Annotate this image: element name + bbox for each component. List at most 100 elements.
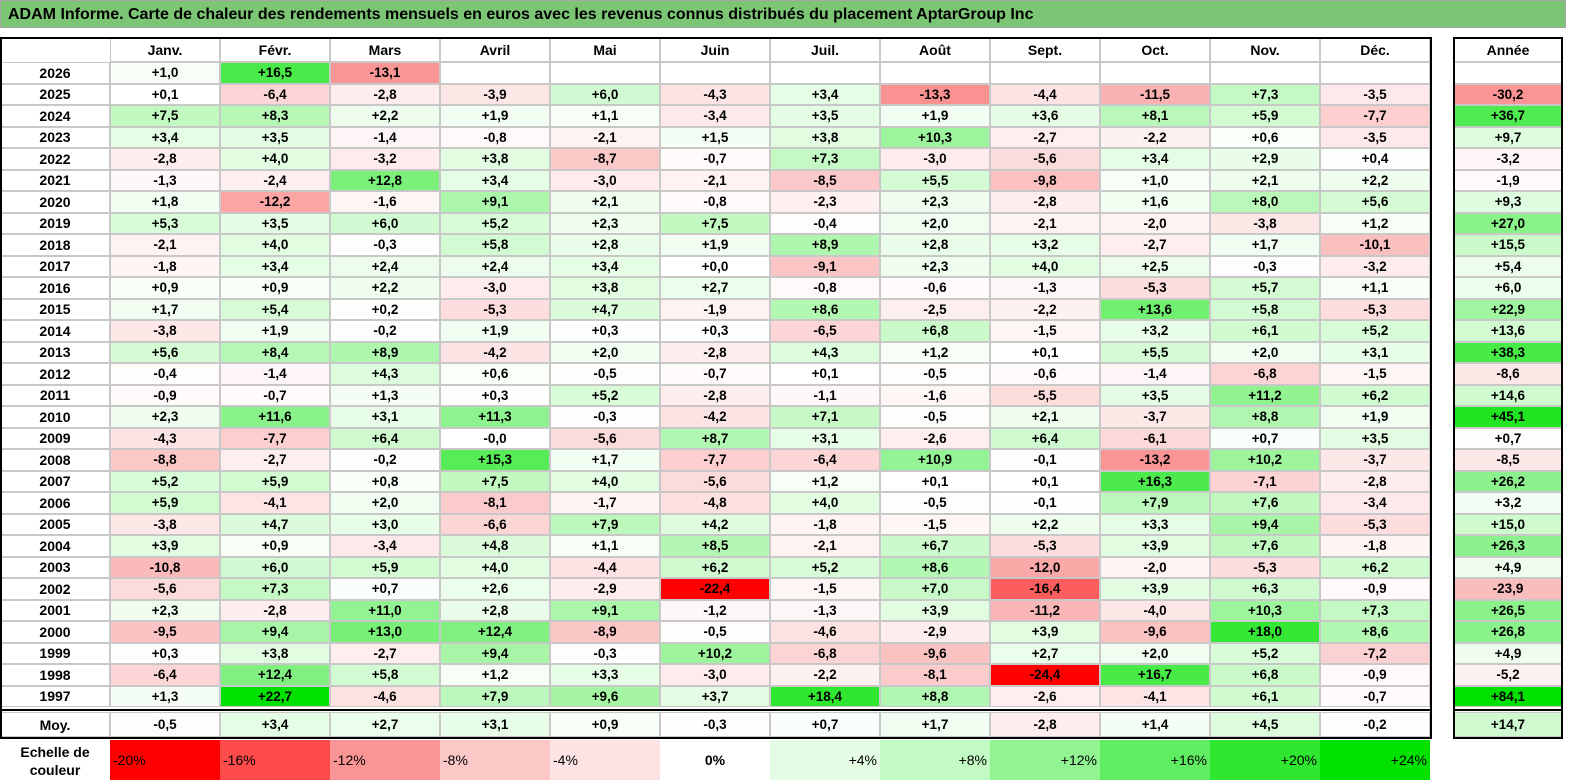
- heatmap-cell: -0,5: [660, 621, 770, 643]
- year-total-cell: +9,3: [1453, 191, 1563, 213]
- heatmap-cell: -0,8: [440, 126, 550, 148]
- heatmap-cell: -2,6: [880, 427, 990, 449]
- heatmap-cell: +0,1: [990, 470, 1100, 492]
- year-label: 2010: [0, 406, 110, 428]
- heatmap-cell: +4,2: [660, 513, 770, 535]
- heatmap-cell: -1,2: [660, 599, 770, 621]
- heatmap-cell: -5,6: [550, 427, 660, 449]
- heatmap-cell: +0,1: [990, 341, 1100, 363]
- heatmap-cell: +5,6: [110, 341, 220, 363]
- month-header: Déc.: [1320, 37, 1430, 62]
- heatmap-cell: +4,7: [220, 513, 330, 535]
- heatmap-cell: +5,5: [1100, 341, 1210, 363]
- heatmap-cell: +4,3: [330, 363, 440, 385]
- heatmap-cell: +8,6: [770, 298, 880, 320]
- heatmap-cell: +2,8: [880, 234, 990, 256]
- heatmap-cell: +7,3: [1210, 83, 1320, 105]
- color-scale-swatch: +20%: [1210, 740, 1320, 780]
- heatmap-cell: +1,8: [110, 191, 220, 213]
- heatmap-cell: -1,5: [990, 320, 1100, 342]
- year-label: 2020: [0, 191, 110, 213]
- heatmap-cell: +1,7: [110, 298, 220, 320]
- heatmap-cell: -2,3: [770, 191, 880, 213]
- heatmap-cell: +10,9: [880, 449, 990, 471]
- year-label: 1998: [0, 664, 110, 686]
- heatmap-cell: +1,2: [1320, 212, 1430, 234]
- heatmap-cell: -0,1: [990, 449, 1100, 471]
- heatmap-cell: -1,9: [660, 298, 770, 320]
- heatmap-cell: -0,3: [1210, 255, 1320, 277]
- heatmap-cell: -2,1: [660, 169, 770, 191]
- heatmap-cell: +1,0: [1100, 169, 1210, 191]
- year-total-cell: +0,7: [1453, 427, 1563, 449]
- heatmap-cell: -4,4: [550, 556, 660, 578]
- heatmap-cell: +16,3: [1100, 470, 1210, 492]
- heatmap-cell: -5,6: [990, 148, 1100, 170]
- heatmap-cell: -4,2: [440, 341, 550, 363]
- heatmap-cell: -6,8: [770, 642, 880, 664]
- month-header: Oct.: [1100, 37, 1210, 62]
- heatmap-cell: [990, 62, 1100, 84]
- year-header: Année: [1453, 37, 1563, 62]
- year-total-cell: +36,7: [1453, 105, 1563, 127]
- heatmap-cell: -3,8: [110, 320, 220, 342]
- heatmap-cell: -12,2: [220, 191, 330, 213]
- heatmap-cell: -10,1: [1320, 234, 1430, 256]
- heatmap-cell: +1,4: [1100, 712, 1210, 737]
- heatmap-cell: +8,0: [1210, 191, 1320, 213]
- year-label: 2026: [0, 62, 110, 84]
- heatmap-cell: -0,3: [330, 234, 440, 256]
- year-label: 2007: [0, 470, 110, 492]
- heatmap-cell: +6,1: [1210, 320, 1320, 342]
- heatmap-cell: -5,6: [110, 578, 220, 600]
- year-label: 2022: [0, 148, 110, 170]
- heatmap-cell: -9,6: [880, 642, 990, 664]
- chart-title: ADAM Informe. Carte de chaleur des rende…: [8, 6, 1034, 23]
- year-total-cell: +15,0: [1453, 513, 1563, 535]
- heatmap-cell: +1,9: [1320, 406, 1430, 428]
- heatmap-cell: +7,6: [1210, 535, 1320, 557]
- heatmap-cell: -2,1: [550, 126, 660, 148]
- heatmap-cell: -7,7: [1320, 105, 1430, 127]
- heatmap-cell: -2,8: [220, 599, 330, 621]
- heatmap-cell: -8,1: [440, 492, 550, 514]
- color-scale-swatch: +16%: [1100, 740, 1210, 780]
- heatmap-cell: -2,4: [220, 169, 330, 191]
- heatmap-cell: +2,0: [1210, 341, 1320, 363]
- heatmap-cell: -6,4: [220, 83, 330, 105]
- heatmap-cell: +7,3: [220, 578, 330, 600]
- heatmap-cell: +3,4: [220, 255, 330, 277]
- heatmap-cell: +2,7: [990, 642, 1100, 664]
- heatmap-cell: -2,1: [990, 212, 1100, 234]
- heatmap-cell: +8,6: [1320, 621, 1430, 643]
- heatmap-cell: -3,7: [1320, 449, 1430, 471]
- heatmap-cell: +2,2: [330, 277, 440, 299]
- heatmap-cell: -5,3: [1320, 298, 1430, 320]
- heatmap-cell: +2,7: [330, 712, 440, 737]
- heatmap-cell: -8,5: [770, 169, 880, 191]
- heatmap-cell: +1,6: [1100, 191, 1210, 213]
- year-total-cell: +26,8: [1453, 621, 1563, 643]
- heatmap-cell: +10,3: [1210, 599, 1320, 621]
- year-total-cell: -8,6: [1453, 363, 1563, 385]
- heatmap-cell: +3,8: [550, 277, 660, 299]
- heatmap-cell: +7,5: [660, 212, 770, 234]
- heatmap-cell: +9,4: [440, 642, 550, 664]
- heatmap-cell: +12,8: [330, 169, 440, 191]
- heatmap-cell: -2,0: [1100, 212, 1210, 234]
- heatmap-cell: +10,2: [660, 642, 770, 664]
- heatmap-cell: +3,6: [990, 105, 1100, 127]
- heatmap-cell: -8,7: [550, 148, 660, 170]
- heatmap-cell: +8,1: [1100, 105, 1210, 127]
- heatmap-cell: -3,0: [440, 277, 550, 299]
- year-total-cell: +4,9: [1453, 642, 1563, 664]
- heatmap-cell: -2,7: [1100, 234, 1210, 256]
- year-total-cell: -1,9: [1453, 169, 1563, 191]
- heatmap-cell: -4,4: [990, 83, 1100, 105]
- heatmap-cell: +1,3: [110, 685, 220, 707]
- heatmap-cell: +1,1: [550, 535, 660, 557]
- heatmap-cell: -5,6: [660, 470, 770, 492]
- heatmap-cell: +1,2: [440, 664, 550, 686]
- heatmap-cell: -0,3: [550, 406, 660, 428]
- heatmap-cell: +6,8: [880, 320, 990, 342]
